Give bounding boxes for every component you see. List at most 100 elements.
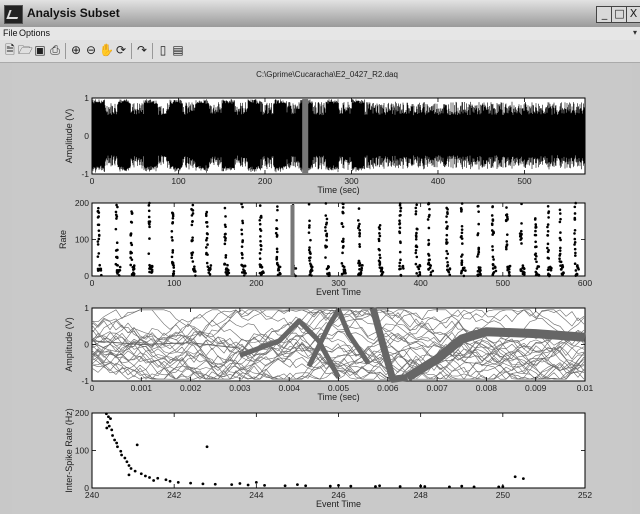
rate-point bbox=[574, 273, 578, 277]
x-axis-label: Time (sec) bbox=[317, 392, 359, 402]
isi-point bbox=[176, 480, 180, 484]
rate-point bbox=[147, 204, 151, 207]
rate-point bbox=[205, 232, 209, 235]
new-icon[interactable]: 🗎 bbox=[5, 43, 15, 57]
isi-point bbox=[105, 426, 109, 430]
rate-point bbox=[428, 258, 431, 261]
rate-point bbox=[464, 269, 467, 272]
rate-point bbox=[505, 233, 509, 236]
waveform-trace bbox=[91, 309, 585, 361]
x-tick-label: 0.007 bbox=[426, 383, 448, 393]
rate-point bbox=[207, 268, 210, 272]
rate-point bbox=[535, 260, 538, 264]
rate-point bbox=[426, 262, 430, 266]
rate-point bbox=[508, 274, 511, 277]
rate-point bbox=[241, 221, 245, 225]
rate-point bbox=[97, 234, 101, 237]
rate-point bbox=[398, 202, 402, 205]
menu-overflow-icon[interactable]: ▾ bbox=[632, 28, 637, 37]
pan-icon[interactable]: ✋ bbox=[99, 43, 114, 57]
zoom-out-icon[interactable]: ⊖ bbox=[85, 43, 97, 57]
rate-point bbox=[358, 267, 361, 271]
rate-point bbox=[377, 247, 381, 251]
rate-point bbox=[476, 274, 480, 278]
rate-point bbox=[546, 233, 549, 237]
rate-point bbox=[505, 240, 509, 243]
rate-point bbox=[132, 265, 136, 269]
rate-point bbox=[415, 203, 419, 207]
legend-icon[interactable]: ▤ bbox=[172, 43, 184, 57]
rate-point bbox=[278, 272, 282, 276]
rate-point bbox=[343, 269, 347, 273]
menu-options[interactable]: Options bbox=[19, 28, 51, 38]
y-tick-label: 0 bbox=[84, 131, 89, 141]
rate-point bbox=[190, 256, 193, 259]
waveform-trace bbox=[91, 329, 585, 376]
zoom-in-icon[interactable]: ⊕ bbox=[70, 43, 82, 57]
rate-point bbox=[327, 271, 331, 275]
x-tick-label: 0.004 bbox=[279, 383, 301, 393]
rate-point bbox=[574, 201, 577, 205]
plot-content bbox=[96, 201, 580, 278]
burst-column bbox=[190, 203, 197, 277]
rate-point bbox=[357, 273, 360, 276]
rate-point bbox=[258, 263, 262, 266]
rate-point bbox=[226, 263, 229, 267]
close-button[interactable]: X bbox=[626, 6, 640, 23]
rate-point bbox=[561, 273, 565, 276]
rate-point bbox=[414, 248, 418, 252]
data-cursor-icon[interactable]: ↷ bbox=[136, 43, 148, 57]
open-icon[interactable]: 🗁 bbox=[18, 43, 33, 57]
rate-point bbox=[398, 222, 402, 225]
rate-point bbox=[342, 211, 345, 215]
rate-point bbox=[504, 219, 508, 222]
x-tick-label: 248 bbox=[414, 490, 428, 500]
rate-point bbox=[241, 240, 244, 244]
rate-point bbox=[534, 245, 537, 249]
rate-point bbox=[534, 252, 538, 255]
menu-file[interactable]: File bbox=[3, 28, 18, 38]
rate-point bbox=[278, 265, 282, 269]
isi-point bbox=[168, 479, 172, 483]
y-tick-label: 100 bbox=[75, 235, 89, 245]
print-icon[interactable]: ⎙ bbox=[50, 43, 60, 57]
rate-point bbox=[358, 245, 362, 248]
rate-point bbox=[240, 232, 244, 236]
rate-point bbox=[260, 266, 264, 269]
rate-point bbox=[358, 264, 361, 267]
save-icon[interactable]: ▣ bbox=[34, 43, 46, 57]
rate-point bbox=[240, 251, 244, 255]
rate-point bbox=[114, 210, 118, 214]
rate-point bbox=[560, 268, 563, 271]
rate-point bbox=[205, 210, 209, 214]
rate-point bbox=[398, 264, 401, 268]
burst-column bbox=[129, 210, 136, 277]
rate-point bbox=[536, 273, 540, 277]
rate-point bbox=[223, 242, 227, 246]
x-tick-label: 100 bbox=[171, 176, 185, 186]
rate-point bbox=[191, 203, 195, 207]
rate-point bbox=[377, 226, 381, 229]
rate-point bbox=[170, 229, 174, 233]
isi-point bbox=[125, 460, 129, 464]
rate-point bbox=[380, 274, 383, 277]
isi-point bbox=[472, 485, 476, 489]
rate-point bbox=[116, 269, 120, 272]
rate-point bbox=[573, 218, 577, 221]
rotate-icon[interactable]: ⟳ bbox=[115, 43, 127, 57]
plot-panel-2: 0 100 200 300 400 500 600 0 100 200 Event Time Rate bbox=[58, 198, 592, 297]
rate-point bbox=[259, 239, 262, 243]
rate-point bbox=[460, 202, 464, 205]
rate-point bbox=[559, 231, 562, 234]
rate-point bbox=[308, 246, 311, 249]
rate-point bbox=[360, 268, 363, 272]
colorbar-icon[interactable]: ▯ bbox=[159, 43, 167, 57]
burst-column bbox=[504, 206, 512, 277]
rate-point bbox=[446, 225, 449, 228]
rate-point bbox=[294, 267, 298, 270]
rate-point bbox=[508, 270, 511, 274]
isi-point bbox=[448, 485, 451, 489]
rate-point bbox=[506, 265, 509, 269]
x-tick-label: 0 bbox=[90, 176, 95, 186]
rate-point bbox=[547, 211, 550, 215]
